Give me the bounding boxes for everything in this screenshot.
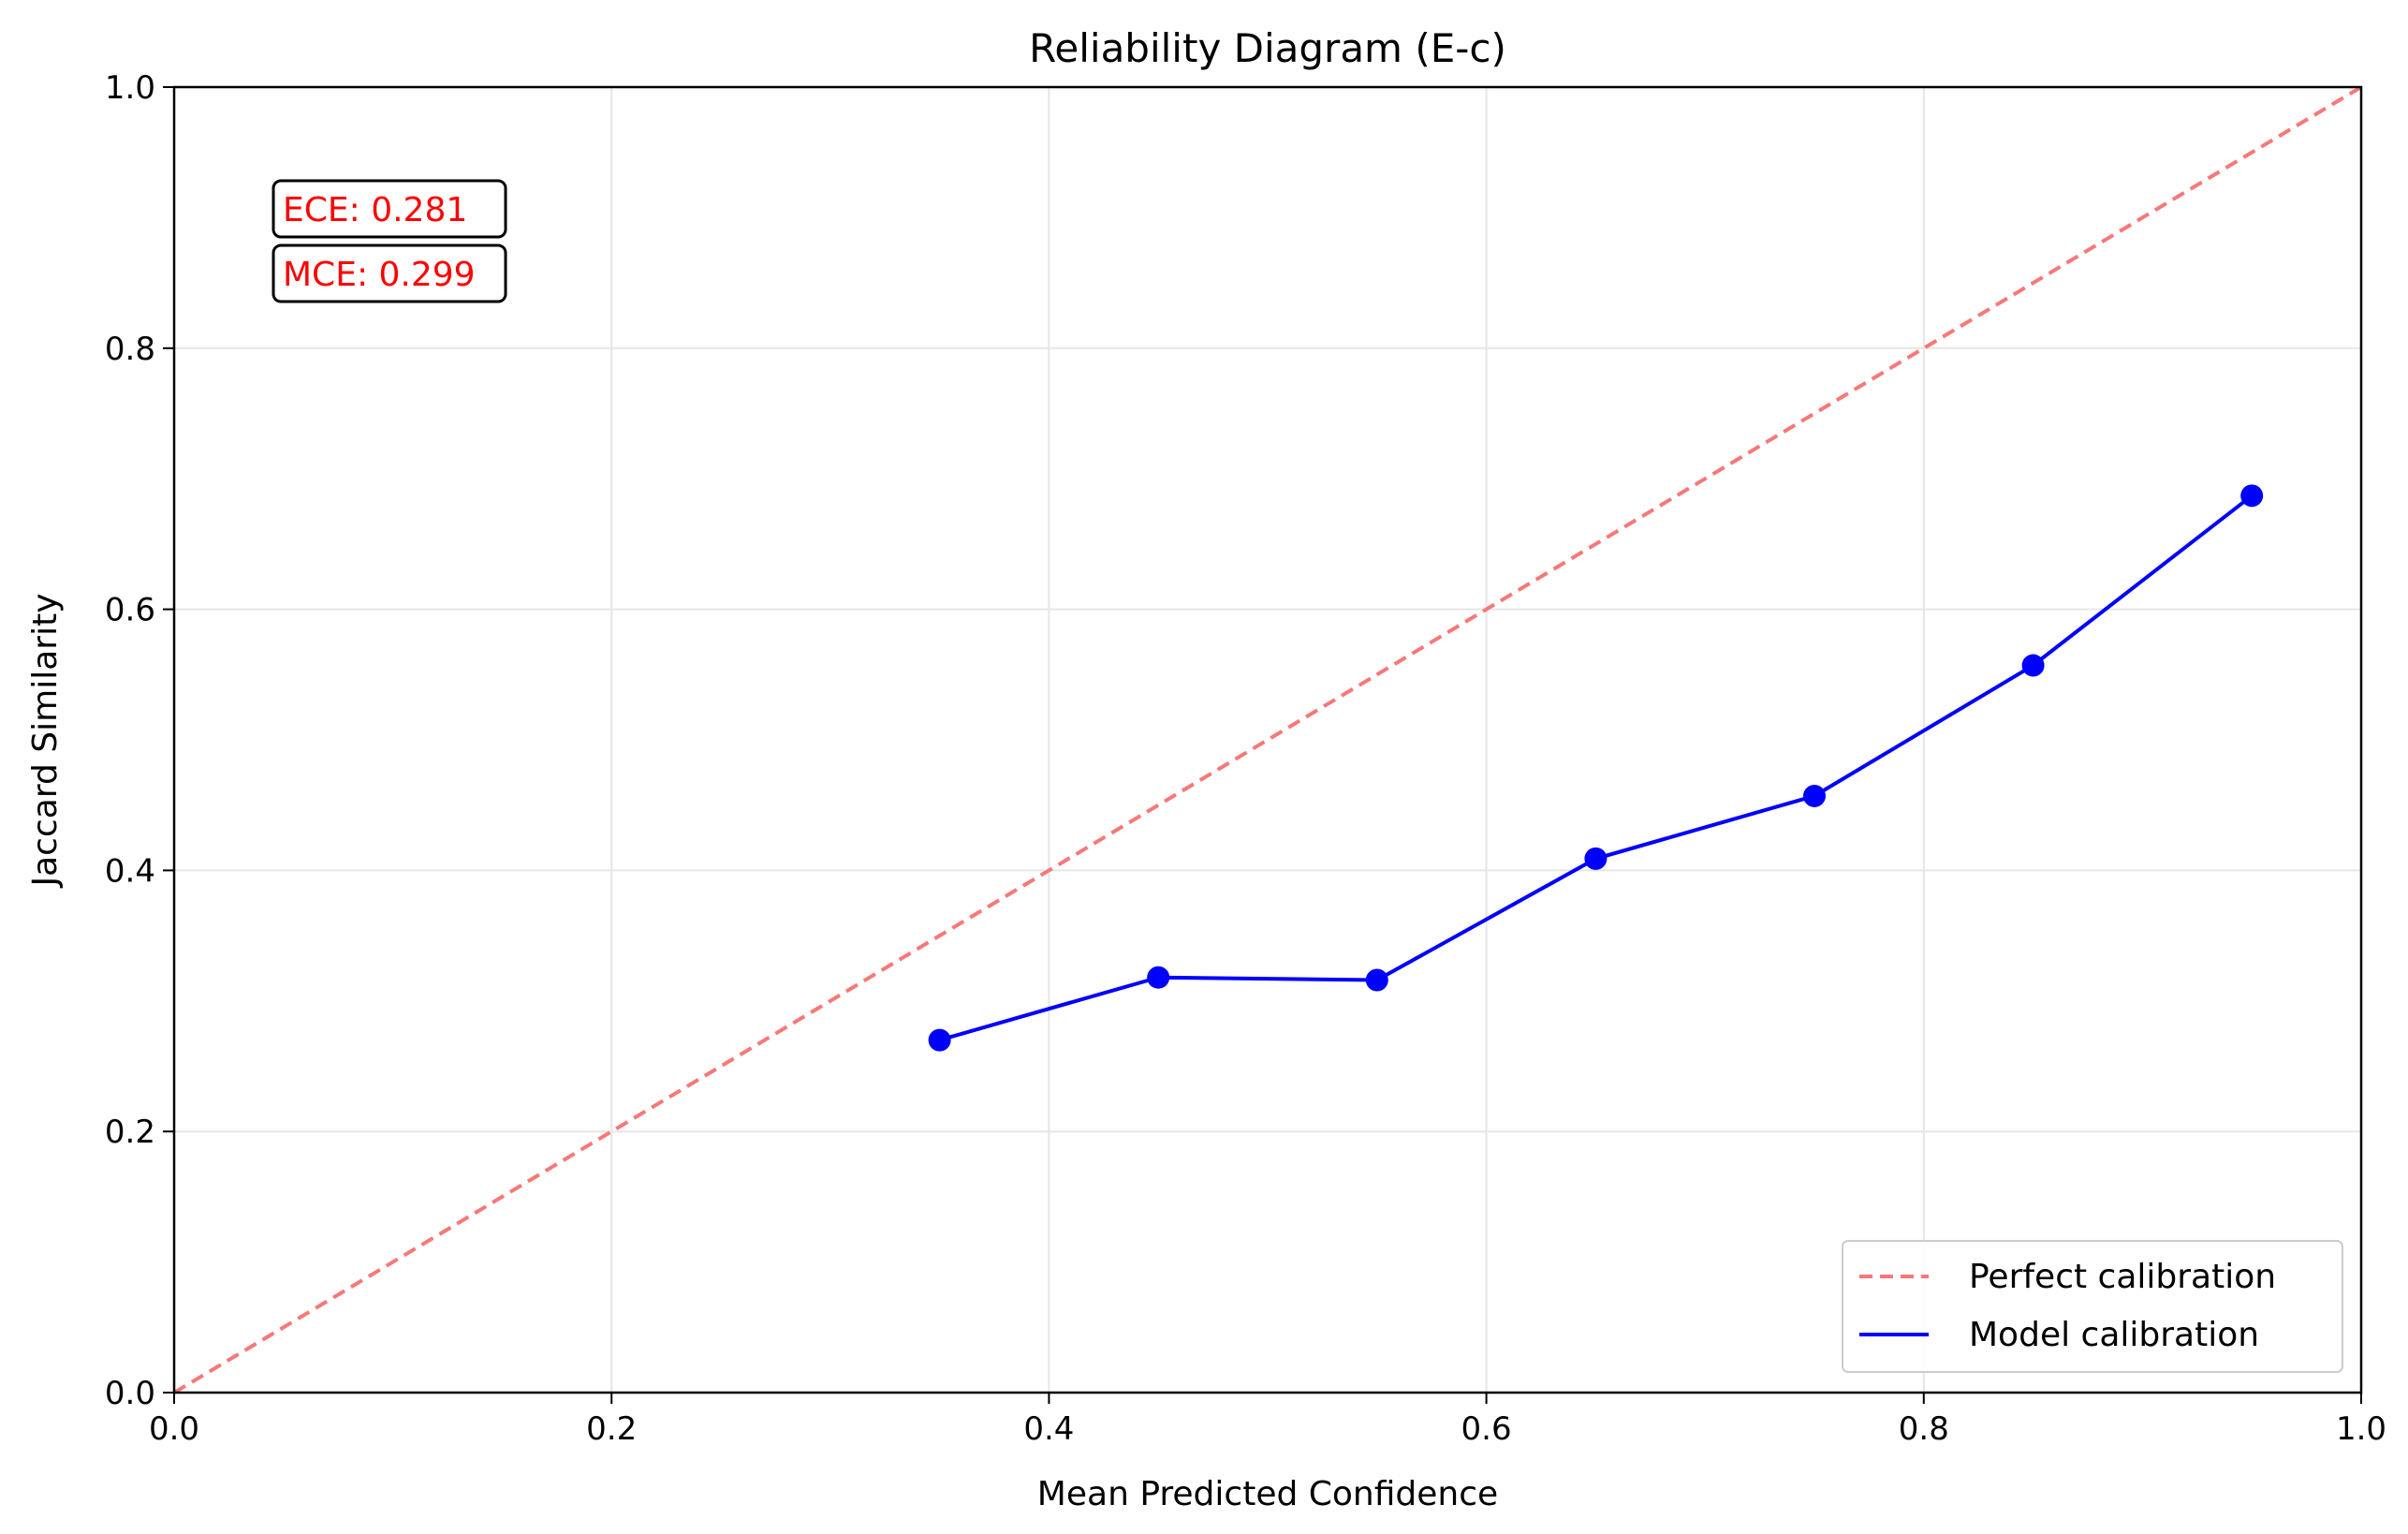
x-tick-label: 1.0 bbox=[2336, 1410, 2386, 1448]
y-tick-label: 0.8 bbox=[105, 331, 155, 368]
series-layer bbox=[172, 85, 2363, 1394]
y-axis-label: Jaccard Similarity bbox=[26, 594, 65, 889]
data-point bbox=[1803, 784, 1826, 807]
legend-box bbox=[1842, 1240, 2343, 1373]
legend-label: Model calibration bbox=[1969, 1316, 2259, 1354]
data-point bbox=[1365, 968, 1388, 992]
annotation-text: ECE: 0.281 bbox=[283, 191, 467, 229]
series-line bbox=[172, 85, 2363, 1394]
annotation-box bbox=[272, 179, 507, 239]
x-tick-label: 0.0 bbox=[149, 1410, 199, 1448]
chart-title: Reliability Diagram (E-c) bbox=[1029, 25, 1506, 71]
data-point bbox=[2240, 484, 2264, 508]
data-point bbox=[1147, 966, 1170, 989]
y-tick-label: 0.0 bbox=[105, 1375, 155, 1412]
annotation-text: MCE: 0.299 bbox=[283, 256, 476, 294]
x-axis-label: Mean Predicted Confidence bbox=[1037, 1475, 1498, 1513]
y-tick-label: 0.2 bbox=[105, 1114, 155, 1151]
annotation-box bbox=[272, 243, 507, 303]
y-tick-label: 1.0 bbox=[105, 69, 155, 107]
ticks: 0.0 0.2 0.4 0.6 0.8 1.0 0.0 0.2 0.4 0.6 0.8 1.0 bbox=[105, 69, 2386, 1448]
x-tick-label: 0.6 bbox=[1461, 1410, 1512, 1448]
x-tick-label: 0.4 bbox=[1023, 1410, 1074, 1448]
x-tick-label: 0.2 bbox=[586, 1410, 637, 1448]
data-point bbox=[928, 1028, 951, 1052]
legend-label: Perfect calibration bbox=[1969, 1258, 2276, 1296]
legend: Perfect calibration Model calibration bbox=[1842, 1240, 2343, 1373]
x-tick-label: 0.8 bbox=[1899, 1410, 1949, 1448]
data-point bbox=[1584, 847, 1608, 870]
y-tick-label: 0.4 bbox=[105, 852, 155, 890]
plot-frame bbox=[172, 85, 2363, 1394]
annotations: ECE: 0.281 MCE: 0.299 bbox=[272, 179, 507, 303]
data-point bbox=[2021, 654, 2045, 677]
y-tick-label: 0.6 bbox=[105, 592, 155, 629]
